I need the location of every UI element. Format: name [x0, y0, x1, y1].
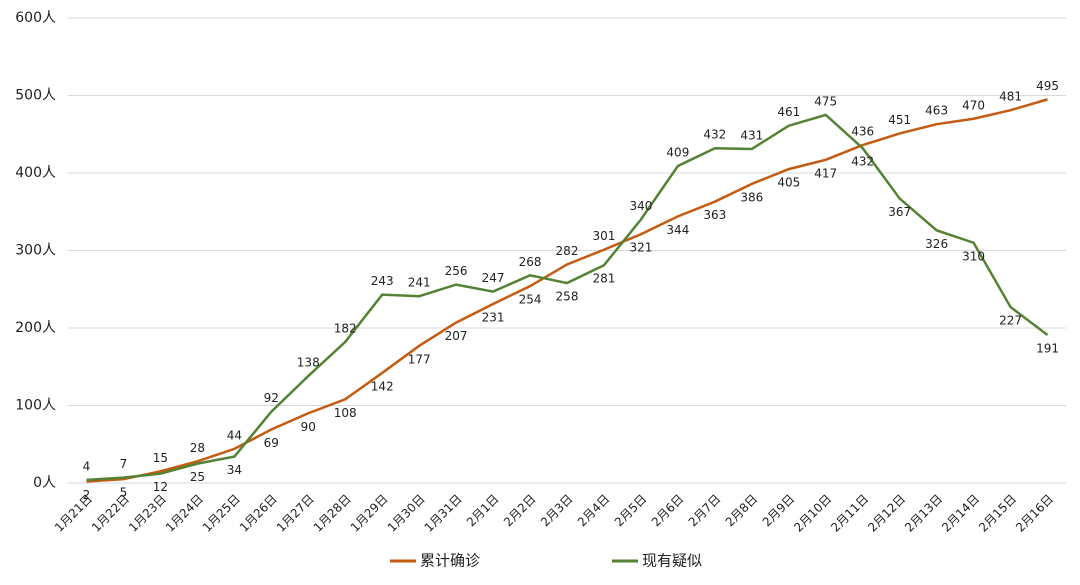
data-label: 15 — [153, 451, 168, 465]
data-label: 69 — [264, 436, 279, 450]
data-label: 451 — [888, 113, 911, 127]
y-tick-label: 200人 — [15, 320, 56, 336]
x-tick-label: 1月25日 — [200, 492, 243, 535]
x-tick-label: 2月8日 — [723, 492, 761, 530]
x-tick-label: 2月3日 — [538, 492, 576, 530]
data-label: 92 — [264, 391, 279, 405]
data-label: 2 — [83, 488, 91, 502]
x-tick-label: 2月6日 — [649, 492, 687, 530]
data-label: 34 — [227, 463, 242, 477]
x-tick-label: 1月26日 — [237, 492, 280, 535]
data-label: 25 — [190, 470, 205, 484]
data-label: 363 — [703, 208, 726, 222]
data-label: 301 — [593, 229, 616, 243]
data-label: 5 — [120, 486, 128, 500]
data-label: 258 — [556, 290, 579, 304]
data-label: 7 — [120, 457, 128, 471]
x-tick-label: 1月31日 — [422, 492, 465, 535]
data-label: 241 — [408, 276, 431, 290]
data-label: 12 — [153, 480, 168, 494]
data-label: 461 — [777, 105, 800, 119]
x-tick-label: 2月15日 — [976, 492, 1019, 535]
data-label: 247 — [482, 271, 505, 285]
data-label: 344 — [666, 223, 689, 237]
data-label: 256 — [445, 264, 468, 278]
data-label: 481 — [999, 90, 1022, 104]
data-label: 495 — [1036, 79, 1059, 93]
data-label: 409 — [666, 146, 689, 160]
x-tick-label: 2月2日 — [501, 492, 539, 530]
line — [86, 113, 1049, 482]
data-label: 28 — [190, 441, 205, 455]
data-label: 227 — [999, 314, 1022, 328]
legend-label: 累计确诊 — [420, 552, 480, 570]
x-tick-label: 2月14日 — [939, 492, 982, 535]
x-tick-label: 2月16日 — [1013, 492, 1056, 535]
y-tick-label: 500人 — [15, 88, 56, 104]
x-tick-label: 2月5日 — [612, 492, 650, 530]
y-tick-label: 100人 — [15, 398, 56, 414]
y-tick-label: 600人 — [15, 10, 56, 26]
data-label: 470 — [962, 98, 985, 112]
data-label: 231 — [482, 310, 505, 324]
data-label: 326 — [925, 237, 948, 251]
data-label: 207 — [445, 329, 468, 343]
data-label: 182 — [334, 321, 357, 335]
data-label: 191 — [1036, 341, 1059, 355]
data-label: 243 — [371, 274, 394, 288]
data-label: 432 — [851, 155, 874, 169]
data-label: 431 — [740, 128, 763, 142]
data-label: 463 — [925, 104, 948, 118]
data-label: 475 — [814, 94, 837, 108]
data-label: 386 — [740, 190, 763, 204]
x-tick-label: 2月10日 — [791, 492, 834, 535]
data-label: 281 — [593, 272, 616, 286]
data-label: 282 — [556, 244, 579, 258]
data-label: 177 — [408, 352, 431, 366]
data-label: 367 — [888, 205, 911, 219]
y-tick-label: 400人 — [15, 165, 56, 181]
x-tick-label: 2月13日 — [902, 492, 945, 535]
x-tick-label: 2月7日 — [686, 492, 724, 530]
data-label: 436 — [851, 125, 874, 139]
x-tick-label: 2月1日 — [464, 492, 502, 530]
data-label: 44 — [227, 428, 242, 442]
data-label: 432 — [703, 128, 726, 142]
x-tick-label: 1月30日 — [385, 492, 428, 535]
x-tick-label: 1月28日 — [311, 492, 354, 535]
data-label: 4 — [83, 459, 91, 473]
data-label: 90 — [301, 420, 316, 434]
y-tick-label: 300人 — [15, 243, 56, 259]
x-tick-label: 1月29日 — [348, 492, 391, 535]
data-label: 340 — [629, 199, 652, 213]
x-tick-label: 1月23日 — [126, 492, 169, 535]
data-label: 268 — [519, 255, 542, 269]
data-label: 321 — [629, 241, 652, 255]
data-label: 310 — [962, 249, 985, 263]
data-label: 138 — [297, 356, 320, 370]
data-label: 254 — [519, 293, 542, 307]
data-label: 142 — [371, 379, 394, 393]
legend-label: 现有疑似 — [642, 552, 702, 570]
x-tick-label: 2月4日 — [575, 492, 613, 530]
x-tick-label: 2月12日 — [865, 492, 908, 535]
data-label: 108 — [334, 406, 357, 420]
y-tick-label: 0人 — [33, 475, 56, 491]
data-label: 417 — [814, 166, 837, 180]
x-tick-label: 1月24日 — [163, 492, 206, 535]
x-tick-label: 2月11日 — [828, 492, 871, 535]
data-label: 405 — [777, 176, 800, 190]
x-tick-label: 1月27日 — [274, 492, 317, 535]
